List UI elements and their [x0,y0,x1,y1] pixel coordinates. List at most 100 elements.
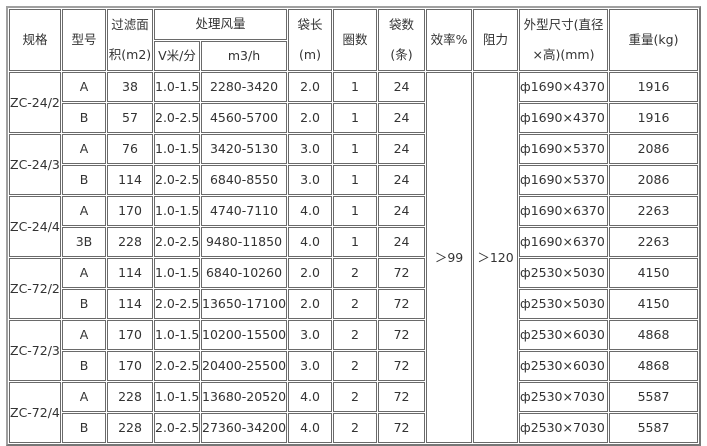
header-rings: 圈数 [333,9,378,71]
model-cell: B [62,289,106,319]
airflow-speed-cell: 1.0-1.5 [154,382,200,412]
table-row: ZC-24/3 A 76 1.0-1.5 3420-5130 3.0 1 24 ф1690×53… [9,134,698,195]
dimensions-cell: ф1690×6370 [519,196,609,226]
airflow-speed-cell: 2.0-2.5 [154,165,200,195]
model-cell: 3B [62,227,106,257]
table-body: ZC-24/2 A 38 1.0-1.5 2280-3420 2.0 1 24 ＞99 ＞120 ф… [9,72,698,443]
airflow-speed-cell: 2.0-2.5 [154,351,200,381]
weight-cell: 2086 [609,165,698,195]
airflow-speed-cell: 1.0-1.5 [154,134,200,164]
filter-area-cell: 170 [107,320,153,350]
weight-cell: 5587 [609,413,698,443]
airflow-volume-cell: 2280-3420 [201,72,288,102]
filter-area-cell: 228 [107,413,153,443]
weight-cell: 1916 [609,72,698,102]
spec-cell: ZC-72/4 [9,382,61,443]
bag-length-cell: 4.0 [288,382,333,412]
model-cell: B [62,165,106,195]
bag-count-cell: 24 [378,103,426,133]
bag-count-cell: 24 [378,134,426,164]
rings-cell: 2 [333,382,378,412]
airflow-volume-cell: 4560-5700 [201,103,288,133]
table-row: B 170 2.0-2.5 20400-25500 3.0 2 72 ф2530×6030 48… [9,351,698,381]
header-airflow: 处理风量 [154,9,288,40]
model-cell: B [62,351,106,381]
bag-count-cell: 24 [378,165,426,195]
airflow-speed-cell: 1.0-1.5 [154,320,200,350]
bag-count-cell: 24 [378,227,426,257]
spec-cell: ZC-24/2 [9,72,61,133]
spec-cell: ZC-72/2 [9,258,61,319]
table-row: B 114 2.0-2.5 13650-17100 2.0 2 72 ф2530×5030 41… [9,289,698,319]
model-cell: A [62,382,106,412]
airflow-volume-cell: 20400-25500 [201,351,288,381]
bag-count-cell: 72 [378,413,426,443]
airflow-volume-cell: 6840-8550 [201,165,288,195]
airflow-speed-cell: 1.0-1.5 [154,72,200,102]
filter-area-cell: 114 [107,258,153,288]
airflow-speed-cell: 2.0-2.5 [154,103,200,133]
filter-area-cell: 170 [107,351,153,381]
table-row: ZC-72/3 A 170 1.0-1.5 10200-15500 3.0 2 72 ф2530… [9,320,698,381]
table-row: B 57 2.0-2.5 4560-5700 2.0 1 24 ф1690×4370 1916 [9,103,698,133]
resistance-cell: ＞120 [473,72,519,443]
bag-count-cell: 72 [378,351,426,381]
bag-length-cell: 4.0 [288,227,333,257]
header-bag-length: 袋长(m) [288,9,333,71]
bag-length-cell: 2.0 [288,103,333,133]
header-resistance: 阻力 [473,9,519,71]
bag-length-cell: 3.0 [288,134,333,164]
bag-count-cell: 24 [378,72,426,102]
model-cell: B [62,413,106,443]
header-weight: 重量(kg) [609,9,698,71]
airflow-volume-cell: 4740-7110 [201,196,288,226]
bag-count-cell: 72 [378,320,426,350]
bag-length-cell: 3.0 [288,165,333,195]
dimensions-cell: ф2530×7030 [519,382,609,412]
filter-area-cell: 57 [107,103,153,133]
spec-cell: ZC-24/3 [9,134,61,195]
bag-count-cell: 72 [378,382,426,412]
weight-cell: 1916 [609,103,698,133]
bag-length-cell: 4.0 [288,196,333,226]
filter-area-cell: 114 [107,289,153,319]
header-dimensions: 外型尺寸(直径×高)(mm) [519,9,609,71]
airflow-volume-cell: 3420-5130 [201,134,288,164]
dimensions-cell: ф2530×5030 [519,258,609,288]
airflow-volume-cell: 13650-17100 [201,289,288,319]
rings-cell: 2 [333,413,378,443]
efficiency-cell: ＞99 [426,72,473,443]
weight-cell: 5587 [609,382,698,412]
dimensions-cell: ф1690×5370 [519,165,609,195]
dimensions-cell: ф1690×4370 [519,72,609,102]
airflow-volume-cell: 10200-15500 [201,320,288,350]
header-airflow-volume: m3/h [201,40,288,71]
filter-area-cell: 170 [107,196,153,226]
table-row: B 228 2.0-2.5 27360-34200 4.0 2 72 ф2530×7030 55… [9,413,698,443]
bag-count-cell: 72 [378,258,426,288]
model-cell: A [62,320,106,350]
airflow-volume-cell: 13680-20520 [201,382,288,412]
filter-area-cell: 228 [107,227,153,257]
model-cell: A [62,258,106,288]
bag-count-cell: 72 [378,289,426,319]
airflow-speed-cell: 1.0-1.5 [154,258,200,288]
filter-area-cell: 38 [107,72,153,102]
airflow-speed-cell: 2.0-2.5 [154,289,200,319]
bag-length-cell: 2.0 [288,258,333,288]
weight-cell: 4150 [609,258,698,288]
weight-cell: 4868 [609,320,698,350]
rings-cell: 1 [333,103,378,133]
rings-cell: 1 [333,196,378,226]
bag-length-cell: 4.0 [288,413,333,443]
model-cell: A [62,134,106,164]
spec-cell: ZC-24/4 [9,196,61,257]
airflow-speed-cell: 1.0-1.5 [154,196,200,226]
filter-area-cell: 228 [107,382,153,412]
rings-cell: 1 [333,227,378,257]
airflow-volume-cell: 6840-10260 [201,258,288,288]
bag-length-cell: 2.0 [288,72,333,102]
model-cell: B [62,103,106,133]
table-row: ZC-24/4 A 170 1.0-1.5 4740-7110 4.0 1 24 ф1690×6… [9,196,698,257]
rings-cell: 1 [333,165,378,195]
